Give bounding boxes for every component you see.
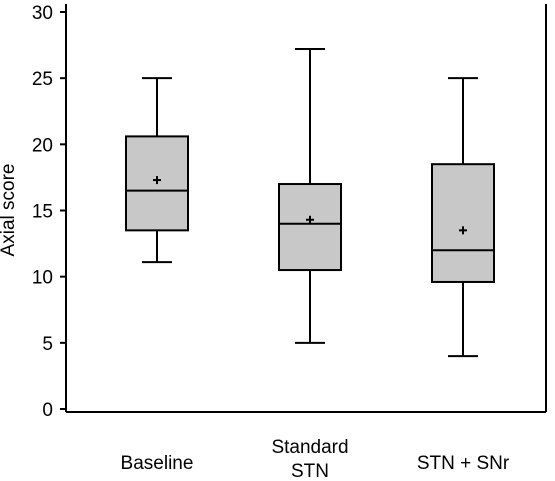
box-2 — [278, 48, 342, 344]
interquartile-box — [278, 183, 342, 272]
box-3 — [431, 77, 495, 358]
box-1 — [125, 77, 189, 264]
x-category-label: STN — [291, 461, 329, 481]
y-axis-ticks: 0 5 10 15 20 25 30 — [32, 3, 66, 421]
y-tick-label: 25 — [32, 69, 53, 90]
axes — [65, 4, 547, 413]
x-category-label: Standard — [271, 437, 348, 458]
x-axis-category-labels: Baseline Standard STN STN + SNr — [121, 437, 510, 481]
y-tick-label: 30 — [32, 3, 53, 24]
y-tick-label: 0 — [42, 400, 53, 421]
y-tick-label: 10 — [32, 268, 53, 289]
x-category-label: STN + SNr — [417, 453, 510, 474]
y-tick-label: 5 — [42, 334, 53, 355]
y-tick-label: 20 — [32, 135, 53, 156]
boxes — [125, 48, 495, 358]
x-category-label: Baseline — [121, 453, 194, 474]
interquartile-box — [431, 163, 495, 283]
y-axis-title: Axial score — [0, 164, 19, 257]
y-tick-label: 15 — [32, 202, 53, 223]
